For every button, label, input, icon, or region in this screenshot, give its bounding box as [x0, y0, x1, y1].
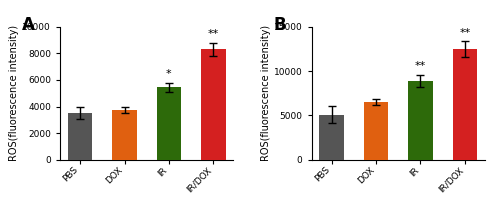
- Text: *: *: [166, 69, 172, 79]
- Bar: [156, 87, 181, 160]
- Bar: [452, 49, 477, 160]
- Y-axis label: ROS(fluorescence intensity): ROS(fluorescence intensity): [261, 25, 271, 161]
- Bar: [364, 102, 388, 160]
- Bar: [320, 115, 344, 160]
- Y-axis label: ROS(fluorescence intensity): ROS(fluorescence intensity): [10, 25, 20, 161]
- Text: B: B: [274, 16, 286, 34]
- Bar: [112, 110, 136, 160]
- Bar: [408, 81, 432, 160]
- Text: **: **: [460, 28, 470, 38]
- Text: **: **: [415, 61, 426, 71]
- Text: **: **: [208, 29, 219, 39]
- Text: A: A: [22, 16, 34, 34]
- Bar: [68, 113, 92, 160]
- Bar: [201, 49, 226, 160]
